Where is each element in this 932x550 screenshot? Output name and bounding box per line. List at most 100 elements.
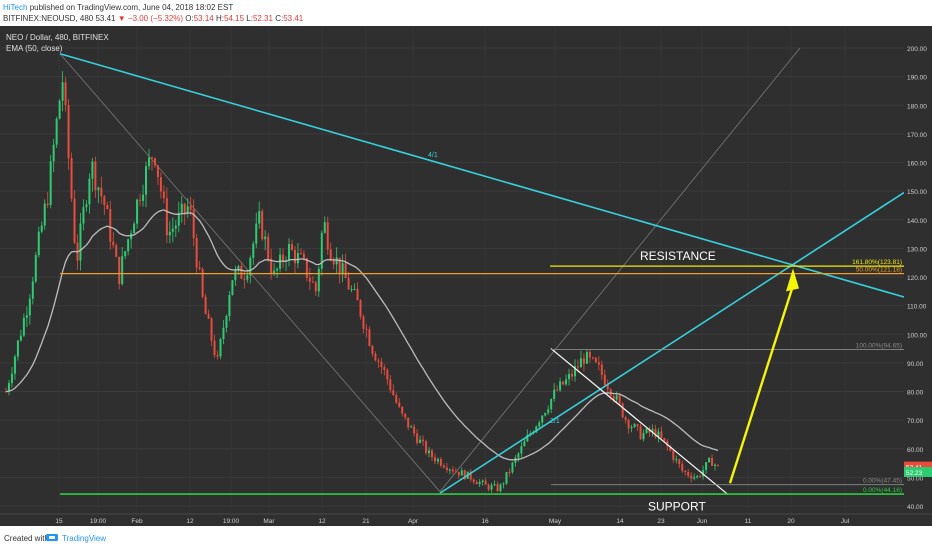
candle-body	[165, 198, 168, 236]
candle-body	[377, 360, 380, 362]
support-label: SUPPORT	[648, 499, 706, 513]
candle-body	[547, 409, 550, 413]
candle-body	[222, 327, 225, 340]
y-tick-label: 90.00	[907, 361, 924, 368]
candle-body	[332, 260, 335, 265]
candle-body	[571, 373, 574, 377]
candle-body	[562, 381, 565, 385]
ema-price-badge	[904, 466, 932, 477]
downtrend-line	[59, 52, 905, 298]
candle-body	[282, 254, 285, 262]
resistance-label: RESISTANCE	[640, 249, 716, 263]
candle-body	[410, 426, 413, 428]
candle-body	[49, 161, 52, 206]
candle-body	[136, 199, 139, 224]
candle-body	[633, 424, 636, 428]
footer: Created with TradingView	[0, 526, 932, 550]
time-axis-bg	[0, 514, 932, 526]
published-text: published on TradingView.com, June 04, 2…	[29, 3, 234, 12]
candle-body	[579, 358, 582, 368]
price-chart[interactable]: 161.80%(123.81)50.00%(121.18) 100.00%(94.…	[0, 26, 932, 526]
candle-body	[228, 295, 231, 317]
candle-body	[705, 462, 708, 471]
candle-body	[177, 212, 180, 226]
ema-price-badge-text: 52.23	[906, 470, 923, 477]
candle-body	[556, 389, 559, 391]
candle-body	[478, 481, 481, 485]
candle-body	[350, 289, 353, 291]
x-tick-label: 21	[362, 518, 370, 525]
candle-body	[338, 257, 341, 275]
candle-body	[290, 244, 293, 251]
candle-body	[19, 335, 22, 341]
candle-body	[699, 475, 702, 477]
candle-body	[97, 187, 100, 191]
candle-body	[457, 471, 460, 476]
candle-body	[10, 373, 13, 384]
ratio-label-4-1: 4/1	[428, 152, 438, 159]
last-price: 53.41	[95, 14, 116, 23]
y-tick-label: 60.00	[907, 447, 924, 454]
candle-body	[538, 422, 541, 427]
low-value: 52.31	[252, 14, 273, 23]
candle-body	[392, 390, 395, 396]
tradingview-brand[interactable]: TradingView	[62, 534, 107, 543]
candle-body	[40, 225, 43, 232]
candle-body	[103, 196, 106, 206]
candle-body	[25, 315, 28, 318]
publish-header: HiTech published on TradingView.com, Jun…	[0, 0, 932, 26]
time-axis[interactable]: 15 19:00 Feb 12 19:00 Mar 12 21 Apr 16 May 14 23 Jun 1…	[0, 513, 932, 526]
x-tick-label: 20	[787, 518, 795, 525]
y-tick-label: 100.00	[907, 332, 927, 339]
candle-body	[210, 318, 213, 341]
candle-body	[243, 278, 246, 280]
candle-body	[606, 385, 609, 390]
candle-body	[690, 475, 693, 479]
candle-body	[85, 204, 88, 208]
candle-body	[171, 228, 174, 232]
candle-body	[100, 187, 103, 197]
indicator-label: EMA (50, close)	[6, 44, 63, 53]
candle-body	[276, 268, 279, 271]
candle-body	[91, 161, 94, 179]
high-value: 54.15	[224, 14, 245, 23]
close-label: C:	[275, 14, 284, 23]
y-tick-label: 170.00	[907, 132, 927, 139]
candle-body	[612, 395, 615, 400]
candle-body	[150, 157, 153, 159]
candle-body	[645, 428, 648, 433]
candle-body	[487, 484, 490, 490]
candle-body	[204, 296, 207, 315]
y-tick-label: 140.00	[907, 218, 927, 225]
candle-body	[472, 479, 475, 483]
candle-body	[681, 464, 684, 471]
candle-body	[52, 144, 55, 162]
open-value: 53.14	[193, 14, 214, 23]
candle-body	[353, 288, 356, 290]
candle-body	[252, 243, 255, 258]
candle-body	[484, 480, 487, 485]
candle-body	[687, 472, 690, 476]
candle-body	[398, 402, 401, 407]
author-link[interactable]: HiTech	[3, 3, 28, 12]
candle-body	[678, 459, 681, 465]
price-axis[interactable]: 200.00 190.00 180.00 170.00 160.00 150.00 140.…	[904, 26, 932, 514]
uptrend-line	[439, 191, 905, 494]
candle-body	[419, 439, 422, 443]
publish-line: HiTech published on TradingView.com, Jun…	[3, 3, 233, 12]
candle-body	[594, 357, 597, 363]
candle-body	[121, 256, 124, 284]
candle-body	[16, 340, 19, 357]
candle-body	[67, 104, 70, 159]
candle-body	[31, 281, 34, 299]
y-tick-label: 180.00	[907, 103, 927, 110]
candle-body	[192, 209, 195, 238]
chart-area[interactable]: 161.80%(123.81) 50.00%(121.18) 100.00%(94.…	[0, 26, 932, 526]
candle-body	[657, 431, 660, 438]
candle-body	[133, 223, 136, 234]
candle-body	[249, 257, 252, 276]
candle-body	[225, 316, 228, 328]
candle-body	[270, 258, 273, 274]
candle-body	[258, 211, 261, 224]
candle-body	[708, 458, 711, 463]
